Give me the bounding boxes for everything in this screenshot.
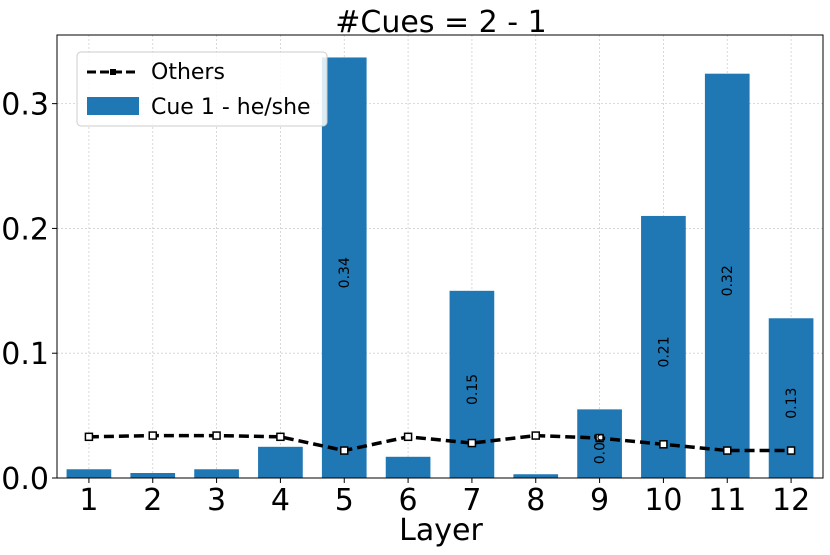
- bar: [194, 469, 239, 478]
- x-tick-label: 1: [79, 483, 98, 518]
- y-tick-label: 0.0: [1, 462, 49, 497]
- y-tick-label: 0.2: [1, 212, 49, 247]
- line-marker: [531, 431, 540, 440]
- line-marker: [276, 432, 285, 442]
- x-tick-label: 3: [207, 483, 226, 518]
- line-marker: [84, 432, 94, 442]
- bar-data-label: 0.34: [337, 257, 353, 288]
- legend: Others Cue 1 - he/she: [76, 51, 328, 127]
- legend-box: [76, 51, 328, 127]
- x-tick-label: 12: [772, 483, 810, 518]
- bar: [577, 409, 622, 478]
- legend-label-cue: Cue 1 - he/she: [151, 95, 311, 120]
- y-tick-label: 0.3: [1, 88, 49, 123]
- line-marker: [467, 438, 477, 448]
- bar: [66, 469, 112, 478]
- x-tick-label: 9: [590, 483, 609, 518]
- line-marker: [148, 431, 157, 440]
- line-marker: [786, 446, 796, 455]
- y-tick-label: 0.1: [1, 337, 49, 372]
- line-marker: [723, 446, 732, 455]
- bar-data-label: 0.06: [593, 433, 609, 464]
- others-line-path: [88, 433, 792, 453]
- data-labels: 0.34 0.15 0.06 0.21 0.32 0.13: [337, 257, 800, 464]
- line-marker: [340, 446, 349, 455]
- legend-label-others: Others: [151, 60, 225, 85]
- legend-bar-swatch: [87, 97, 139, 115]
- legend-line-marker: [110, 69, 116, 75]
- x-tick-label: 10: [644, 483, 682, 518]
- bar-data-label: 0.13: [784, 388, 800, 419]
- x-tick-label: 5: [335, 483, 354, 518]
- x-tick-label: 11: [708, 483, 746, 518]
- bar-data-label: 0.21: [656, 336, 672, 367]
- line-marker: [659, 440, 668, 449]
- bar-data-label: 0.15: [465, 374, 481, 405]
- x-tick-label: 8: [526, 483, 545, 518]
- bar: [704, 73, 750, 478]
- line-marker: [403, 432, 413, 442]
- bar: [258, 446, 303, 478]
- bar: [321, 57, 367, 478]
- line-marker: [595, 433, 604, 443]
- axis-ticks: 0.00.10.20.31 2 3 4 5 6 7 8 9 10 11 12: [1, 88, 810, 518]
- others-line: [84, 431, 796, 455]
- x-tick-label: 2: [143, 483, 162, 518]
- x-tick-label: 7: [462, 483, 481, 518]
- chart-title: #Cues = 2 - 1: [335, 5, 546, 40]
- bar: [385, 456, 431, 478]
- bar-data-label: 0.32: [720, 265, 736, 296]
- bar: [130, 473, 176, 478]
- x-tick-label: 6: [399, 483, 418, 518]
- x-axis-label: Layer: [399, 513, 483, 548]
- bar: [641, 215, 686, 478]
- bar: [513, 474, 559, 478]
- x-tick-label: 4: [271, 483, 290, 518]
- plot-frame: [56, 34, 824, 479]
- line-marker: [212, 431, 221, 440]
